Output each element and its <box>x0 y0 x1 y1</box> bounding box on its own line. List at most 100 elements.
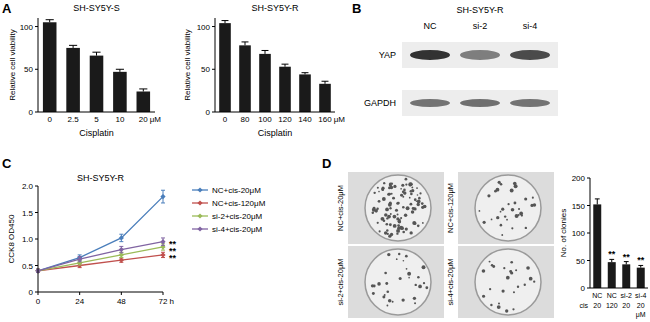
marker <box>160 252 165 257</box>
colony <box>416 187 418 189</box>
y-axis <box>215 18 216 112</box>
colony <box>491 219 493 221</box>
colony <box>396 202 399 205</box>
x-tick-label: si-2 <box>621 292 632 299</box>
colony <box>402 196 404 198</box>
colony <box>385 282 388 285</box>
colony <box>376 208 378 210</box>
panel-label: B <box>352 1 361 16</box>
colony <box>498 302 500 304</box>
colony <box>393 215 397 219</box>
colony <box>371 284 374 287</box>
colony <box>409 182 412 185</box>
y-tick <box>587 205 590 206</box>
lane-label: si-4 <box>523 21 538 31</box>
colony <box>524 284 526 286</box>
colony <box>403 260 405 262</box>
error-bar <box>119 258 123 262</box>
colony <box>386 290 389 293</box>
colony <box>411 186 413 188</box>
colony <box>532 197 534 199</box>
colony <box>525 227 527 229</box>
well-label: si-4+cis-20μM <box>446 258 455 305</box>
x-tick-label: 0 <box>223 115 228 124</box>
colony <box>378 191 380 193</box>
significance: ** <box>608 249 616 259</box>
x-tick-label: 24 <box>75 297 84 306</box>
bar <box>593 204 601 288</box>
y-tick-label: 0 <box>581 284 586 293</box>
colony <box>506 219 508 221</box>
colony <box>500 224 503 227</box>
x-axis <box>215 112 335 113</box>
y-tick <box>587 260 590 261</box>
colony <box>391 193 393 195</box>
colony <box>409 197 411 199</box>
x-axis <box>590 288 648 289</box>
x-tick-label: 100 <box>258 115 272 124</box>
significance: ** <box>623 252 631 262</box>
x-tick <box>121 292 122 295</box>
colony <box>402 206 405 209</box>
colony <box>417 194 419 196</box>
colony <box>511 227 513 229</box>
colony <box>513 291 515 293</box>
x-tick-label: 10 <box>115 115 124 124</box>
colony <box>382 197 386 201</box>
x-tick-label: 48 <box>117 297 126 306</box>
chart-title: SH-SY5Y-S <box>73 3 120 13</box>
colony <box>500 211 502 213</box>
error-bar <box>92 52 100 55</box>
colony <box>505 309 508 312</box>
legend: NC+cis-20μMNC+cis-120μMsi-2+cis-20μMsi-4… <box>192 186 266 234</box>
row-label: YAP <box>379 50 396 60</box>
legend-marker <box>197 200 202 205</box>
x-tick-label: 80 <box>241 115 250 124</box>
colony <box>389 183 391 185</box>
colony <box>389 223 392 226</box>
colony <box>498 181 501 184</box>
error-bar <box>302 73 309 75</box>
x-tick-label: si-4 <box>635 292 646 299</box>
error-bar <box>322 81 329 84</box>
colony <box>396 229 400 233</box>
marker <box>77 257 82 262</box>
bar <box>43 22 57 112</box>
colony <box>524 197 527 200</box>
y-tick-label: 100 <box>20 23 34 32</box>
colony <box>387 253 390 256</box>
y-tick-label: 1.0 <box>22 235 34 244</box>
colony <box>400 226 404 230</box>
y-tick-label: 0 <box>206 108 211 117</box>
colony <box>515 269 517 271</box>
colony <box>491 264 494 267</box>
colony <box>377 222 379 224</box>
colony <box>381 217 385 221</box>
colony <box>392 301 394 303</box>
colony <box>397 224 400 227</box>
bar <box>137 91 151 112</box>
y-tick-label: 50 <box>201 65 210 74</box>
colony <box>393 224 397 228</box>
colony <box>412 221 416 225</box>
colony <box>417 276 420 279</box>
colony <box>415 284 417 286</box>
colony <box>479 210 481 212</box>
colony <box>405 183 407 185</box>
well <box>365 175 431 241</box>
colony <box>410 231 413 234</box>
bar <box>299 74 311 112</box>
x-tick-label: NC <box>607 292 617 299</box>
blot-band <box>510 99 550 107</box>
dose-label: 20 <box>622 302 630 309</box>
colony <box>407 272 411 276</box>
colony <box>417 203 420 206</box>
x-tick-label: 5 <box>94 115 99 124</box>
colony <box>510 189 514 193</box>
colony <box>497 305 501 309</box>
bar <box>622 264 630 288</box>
colony <box>507 203 509 205</box>
error-bar <box>46 20 54 23</box>
bar-chart: NC20**NC120**si-220**si-420050100150200N… <box>559 174 648 319</box>
colony <box>519 212 523 216</box>
